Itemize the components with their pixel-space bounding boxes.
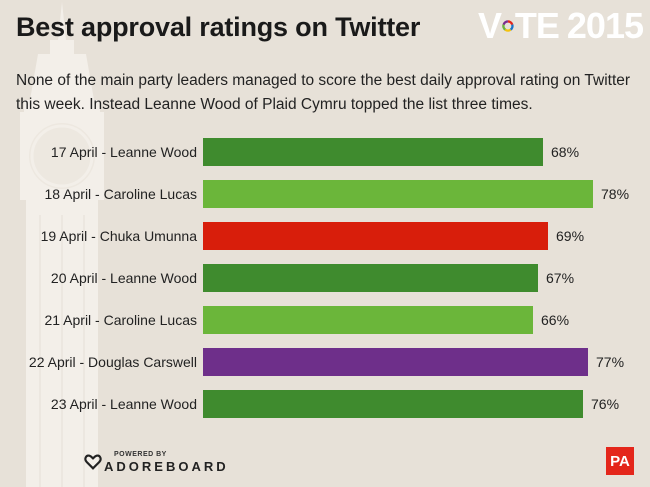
category-label: 17 April - Leanne Wood [51,144,197,160]
vote-ring-icon [502,20,514,32]
category-label: 22 April - Douglas Carswell [29,354,197,370]
vote-ring-segment [507,20,514,26]
vote-logo-te: TE [514,5,560,46]
value-label: 77% [596,354,624,370]
vote-logo-year: 2015 [566,5,644,46]
vote-ring-segment [504,28,512,32]
powered-by-adoreboard: POWERED BY ADOREBOARD [84,451,229,473]
bar [203,180,593,208]
bar [203,348,588,376]
vote-ring-segment [509,24,514,31]
adoreboard-label: ADOREBOARD [104,459,229,474]
value-label: 68% [551,144,579,160]
vote-logo-v: V [478,5,502,46]
bar-chart: 17 April - Leanne Wood 68% 18 April - Caro… [29,138,629,418]
bar [203,138,543,166]
category-label: 19 April - Chuka Umunna [41,228,198,244]
chart-title: Best approval ratings on Twitter [16,12,421,42]
value-label: 76% [591,396,619,412]
category-label: 20 April - Leanne Wood [51,270,197,286]
vote-ring-segment [502,20,509,26]
bar [203,264,538,292]
pa-logo: PA [606,447,634,475]
value-label: 66% [541,312,569,328]
chart-subtitle: None of the main party leaders managed t… [16,72,631,113]
category-label: 21 April - Caroline Lucas [44,312,197,328]
vote-ring-segment [502,24,507,31]
value-label: 78% [601,186,629,202]
value-label: 67% [546,270,574,286]
vote-2015-logo: V TE 2015 [478,5,644,46]
value-label: 69% [556,228,584,244]
heart-icon [84,454,102,470]
bar [203,306,533,334]
category-label: 23 April - Leanne Wood [51,396,197,412]
big-ben-silhouette [20,2,104,487]
bar [203,390,583,418]
powered-by-label: POWERED BY [114,451,167,458]
category-label: 18 April - Caroline Lucas [44,186,197,202]
bar [203,222,548,250]
